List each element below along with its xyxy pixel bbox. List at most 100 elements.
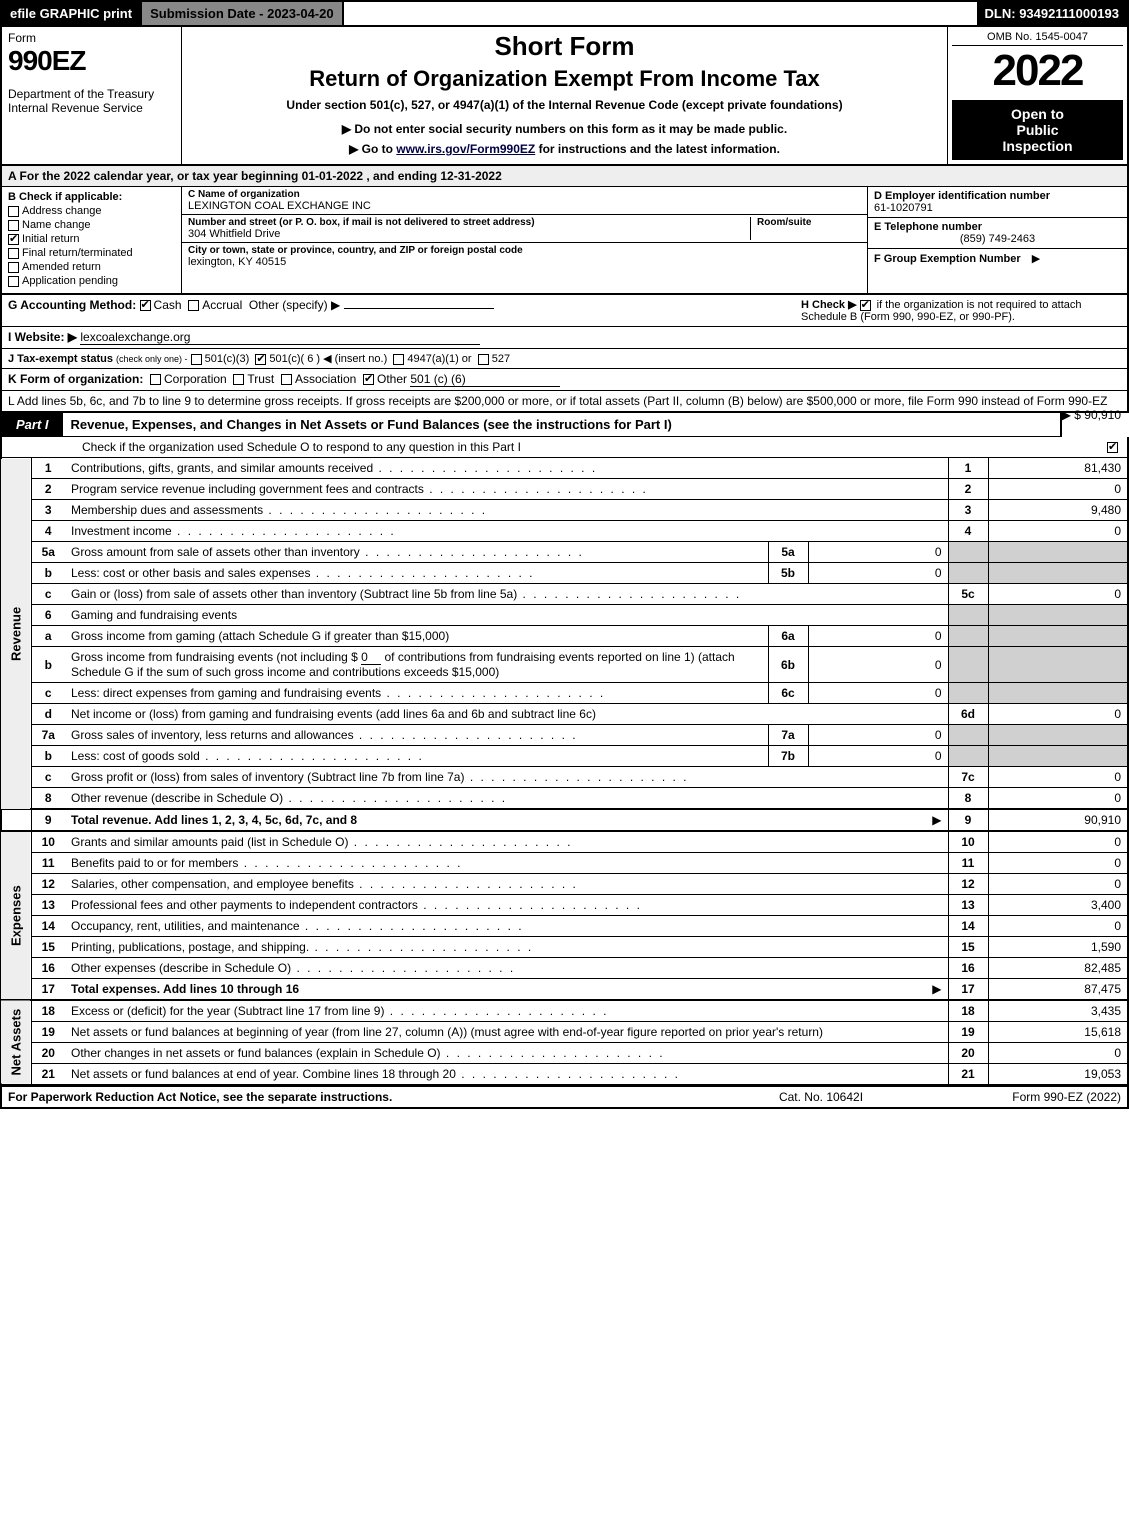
line-5a: 5a Gross amount from sale of assets othe… [1,542,1128,563]
line-9: 9 Total revenue. Add lines 1, 2, 3, 4, 5… [1,809,1128,831]
l9-num: 9 [31,809,65,831]
l11-rv: 0 [988,853,1128,874]
line-5b: b Less: cost or other basis and sales ex… [1,563,1128,584]
l4-rn: 4 [948,521,988,542]
final-return-checkbox[interactable]: Final return/terminated [8,247,175,259]
col-c: C Name of organization LEXINGTON COAL EX… [182,187,867,293]
g-label: G Accounting Method: [8,298,136,312]
part1-schedule-o-checkbox[interactable] [1107,442,1118,453]
k-assoc-checkbox[interactable] [281,374,292,385]
l5b-shaded [948,563,988,584]
website-note: ▶ Go to www.irs.gov/Form990EZ for instru… [192,142,937,156]
app-pending-checkbox[interactable]: Application pending [8,275,175,287]
initial-return-checkbox[interactable]: Initial return [8,233,175,245]
k-other-label: Other [377,372,407,386]
line-5c: c Gain or (loss) from sale of assets oth… [1,584,1128,605]
l6d-num: d [31,704,65,725]
amended-checkbox[interactable]: Amended return [8,261,175,273]
k-assoc-label: Association [295,372,356,386]
l16-desc: Other expenses (describe in Schedule O) [71,961,515,975]
l6b-desc1: Gross income from fundraising events (no… [71,650,358,664]
l6-num: 6 [31,605,65,626]
form-id-block: Form 990EZ Department of the Treasury In… [2,27,182,164]
l10-rn: 10 [948,831,988,853]
line-15: 15 Printing, publications, postage, and … [1,937,1128,958]
subtitle: Under section 501(c), 527, or 4947(a)(1)… [192,98,937,112]
year-block: OMB No. 1545-0047 2022 Open to Public In… [947,27,1127,164]
line-4: 4 Investment income 4 0 [1,521,1128,542]
l18-desc: Excess or (deficit) for the year (Subtra… [71,1004,608,1018]
tax-year: 2022 [952,46,1123,96]
l5a-desc: Gross amount from sale of assets other t… [71,545,584,559]
l6c-desc: Less: direct expenses from gaming and fu… [71,686,605,700]
l13-rn: 13 [948,895,988,916]
open-line2: Public [956,122,1119,138]
website-value: lexcoalexchange.org [80,330,480,345]
l7a-mn: 7a [768,725,808,746]
l15-rv: 1,590 [988,937,1128,958]
l7b-desc: Less: cost of goods sold [71,749,424,763]
street-label: Number and street (or P. O. box, if mail… [188,217,750,228]
line-14: 14 Occupancy, rent, utilities, and maint… [1,916,1128,937]
d-ein-row: D Employer identification number 61-1020… [868,187,1127,218]
form-header: Form 990EZ Department of the Treasury In… [0,27,1129,166]
l5a-num: 5a [31,542,65,563]
row-j: J Tax-exempt status (check only one) - 5… [0,349,1129,369]
l6d-rn: 6d [948,704,988,725]
cash-label: Cash [154,298,182,312]
note2-pre: ▶ Go to [349,142,396,156]
l3-num: 3 [31,500,65,521]
l6c-shaded2 [988,683,1128,704]
l6b-shaded [948,647,988,683]
name-change-checkbox[interactable]: Name change [8,219,175,231]
l18-rn: 18 [948,1000,988,1022]
group-arrow: ▶ [1032,253,1040,265]
form-number: 990EZ [8,45,175,77]
final-return-label: Final return/terminated [22,247,133,259]
l6a-mv: 0 [808,626,948,647]
d-group-row: F Group Exemption Number ▶ [868,249,1127,268]
l7b-mv: 0 [808,746,948,767]
j-501c3-label: 501(c)(3) [205,353,250,365]
line-19: 19 Net assets or fund balances at beginn… [1,1022,1128,1043]
l7a-mv: 0 [808,725,948,746]
phone-label: E Telephone number [874,221,1121,233]
l3-desc: Membership dues and assessments [71,503,487,517]
k-trust-checkbox[interactable] [233,374,244,385]
l6c-mn: 6c [768,683,808,704]
l19-rv: 15,618 [988,1022,1128,1043]
k-other-checkbox[interactable] [363,374,374,385]
addr-change-checkbox[interactable]: Address change [8,205,175,217]
accrual-checkbox[interactable] [188,300,199,311]
l8-rv: 0 [988,788,1128,810]
l7b-shaded [948,746,988,767]
j-501c3-checkbox[interactable] [191,354,202,365]
l6a-shaded2 [988,626,1128,647]
j-501c-checkbox[interactable] [255,354,266,365]
l10-desc: Grants and similar amounts paid (list in… [71,835,572,849]
l5a-shaded [948,542,988,563]
line-3: 3 Membership dues and assessments 3 9,48… [1,500,1128,521]
irs-link[interactable]: www.irs.gov/Form990EZ [396,142,535,156]
l6c-mv: 0 [808,683,948,704]
line-2: 2 Program service revenue including gove… [1,479,1128,500]
k-corp-checkbox[interactable] [150,374,161,385]
h-checkbox[interactable] [860,300,871,311]
j-4947-checkbox[interactable] [393,354,404,365]
other-specify-input[interactable] [344,308,494,309]
l6b-mv: 0 [808,647,948,683]
j-527-checkbox[interactable] [478,354,489,365]
line-7c: c Gross profit or (loss) from sales of i… [1,767,1128,788]
line-17: 17 Total expenses. Add lines 10 through … [1,979,1128,1001]
l5c-desc: Gain or (loss) from sale of assets other… [71,587,741,601]
cash-checkbox[interactable] [140,300,151,311]
k-corp-label: Corporation [164,372,227,386]
l6b-mn: 6b [768,647,808,683]
c-name-label: C Name of organization [188,189,861,200]
l9-rn: 9 [948,809,988,831]
amended-label: Amended return [22,261,101,273]
l15-desc: Printing, publications, postage, and shi… [71,940,533,954]
l5c-rv: 0 [988,584,1128,605]
l5b-mv: 0 [808,563,948,584]
d-phone-row: E Telephone number (859) 749-2463 [868,218,1127,249]
